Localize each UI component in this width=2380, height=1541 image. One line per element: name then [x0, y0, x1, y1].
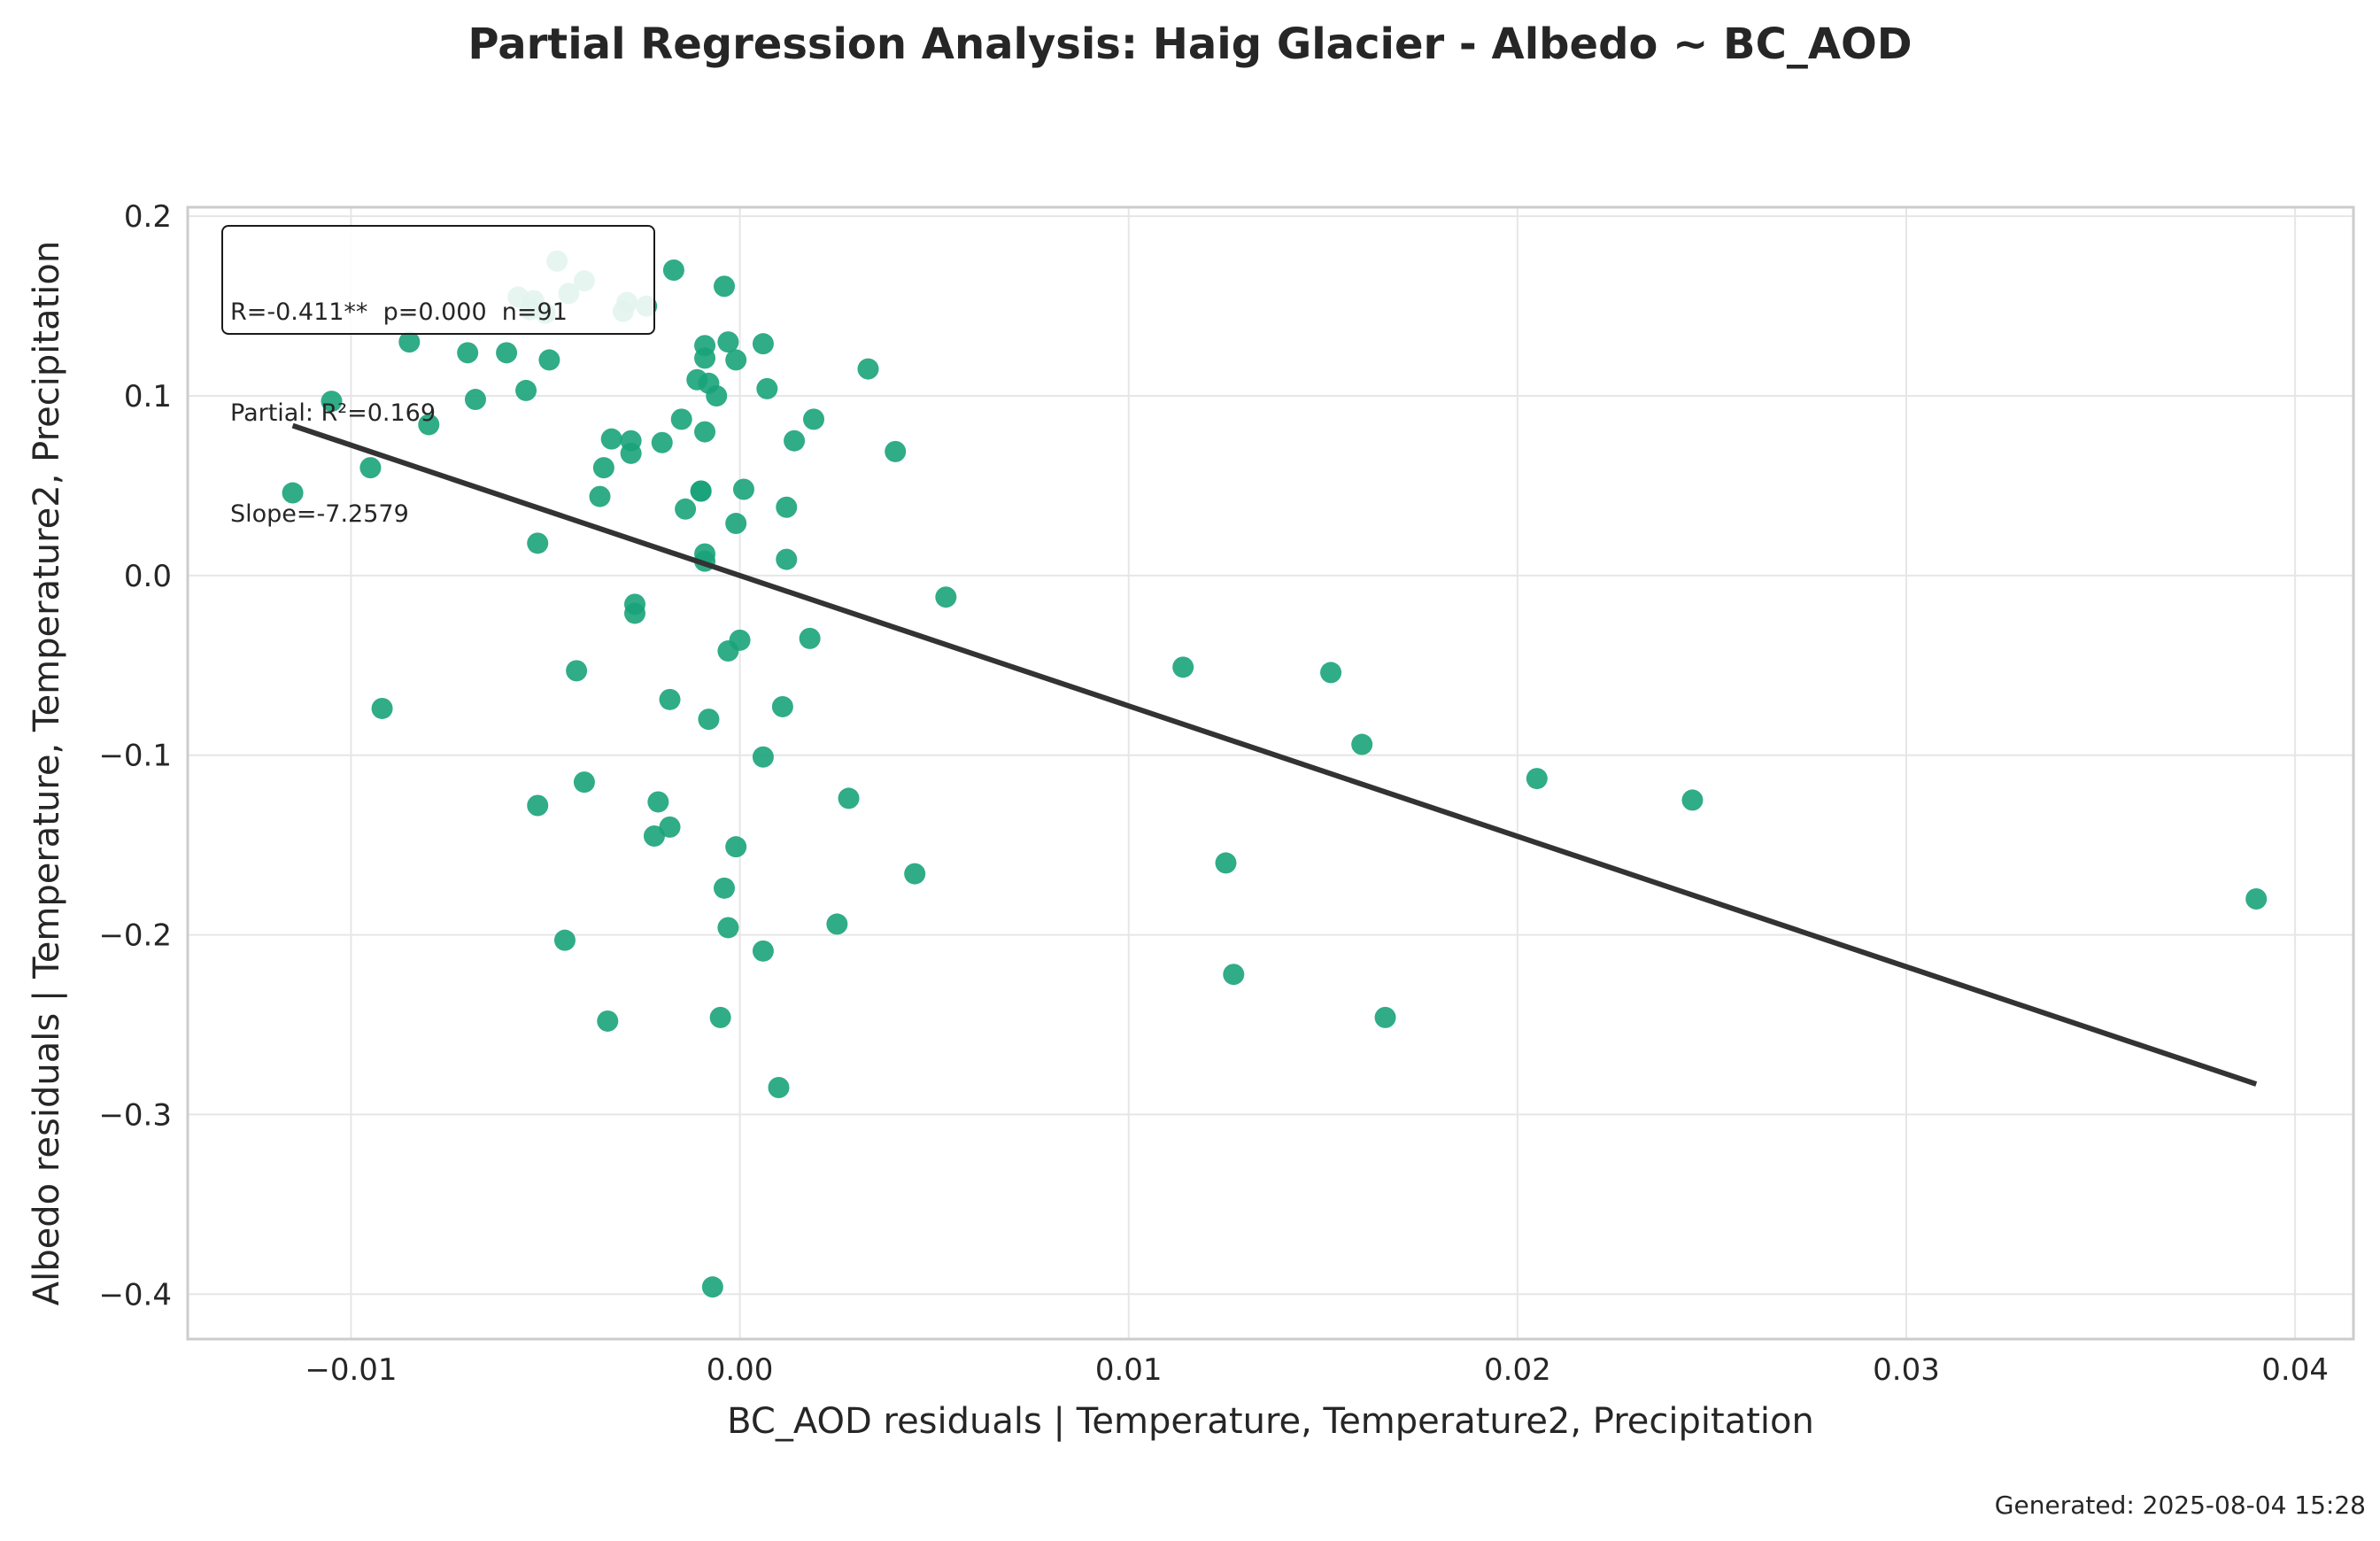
x-tick-label: 0.04 [2261, 1352, 2329, 1388]
data-point [527, 532, 549, 554]
x-tick-label: 0.03 [1873, 1352, 1940, 1388]
data-point [694, 347, 716, 369]
data-point [659, 816, 681, 838]
data-point [573, 771, 595, 794]
data-point [1223, 964, 1245, 986]
data-point [359, 457, 382, 479]
data-point [1172, 656, 1194, 678]
data-point [371, 697, 393, 719]
data-point [784, 430, 806, 452]
y-tick-label: −0.2 [98, 918, 172, 954]
data-point [1681, 789, 1704, 811]
data-point [857, 358, 879, 380]
data-point [597, 1010, 619, 1032]
y-tick-label: 0.2 [124, 199, 172, 235]
data-point [1320, 662, 1342, 684]
data-point [651, 431, 673, 453]
data-point [589, 485, 611, 507]
data-point [670, 408, 692, 430]
y-tick-label: −0.1 [98, 739, 172, 774]
data-point [776, 496, 798, 518]
data-point [659, 688, 681, 710]
stats-correlation-line: R=-0.411** p=0.000 n=91 [230, 298, 568, 326]
data-point [464, 389, 486, 411]
chart-title: Partial Regression Analysis: Haig Glacie… [468, 19, 1912, 69]
data-point [675, 498, 697, 520]
data-point [756, 377, 778, 399]
y-tick-label: −0.3 [98, 1097, 172, 1133]
data-point [729, 629, 751, 651]
data-point [690, 480, 712, 502]
data-point [600, 428, 622, 450]
data-point [768, 1077, 790, 1098]
generated-timestamp: Generated: 2025-08-04 15:28 [1994, 1491, 2366, 1520]
y-tick-label: 0.0 [124, 559, 172, 594]
data-point [771, 695, 793, 717]
plot-frame [186, 205, 2355, 1341]
x-tick-label: 0.00 [707, 1352, 774, 1388]
data-point [1374, 1006, 1396, 1028]
data-point [1526, 768, 1548, 790]
data-point [752, 940, 774, 962]
y-axis-ticks: 0.2 0.1 0.0 −0.1 −0.2 −0.3 −0.4 [98, 199, 172, 1313]
data-point [752, 333, 774, 355]
stats-annotation-box: R=-0.411** p=0.000 n=91 Partial: R²=0.16… [221, 225, 655, 528]
x-axis-label: BC_AOD residuals | Temperature, Temperat… [727, 1401, 1814, 1442]
data-point [457, 342, 479, 364]
data-point [885, 440, 907, 462]
data-point [398, 331, 421, 353]
data-point [2245, 888, 2268, 910]
data-point [1215, 852, 1237, 874]
data-point [838, 787, 860, 809]
stats-r-squared-line: Partial: R²=0.169 [230, 399, 437, 427]
data-point [515, 379, 537, 401]
data-point [725, 513, 747, 535]
regression-fit-line [291, 422, 2258, 1087]
data-point [282, 482, 304, 504]
data-point [662, 259, 684, 281]
data-point [725, 836, 747, 858]
data-point [538, 349, 560, 371]
data-point [647, 791, 669, 813]
data-point [717, 917, 739, 939]
data-point [592, 457, 614, 479]
data-point [732, 478, 754, 500]
y-tick-label: 0.1 [124, 379, 172, 414]
data-point [527, 794, 549, 817]
x-axis-ticks: −0.01 0.00 0.01 0.02 0.03 0.04 [305, 1352, 2329, 1388]
y-axis-label: Albedo residuals | Temperature, Temperat… [27, 241, 67, 1305]
data-point [496, 342, 518, 364]
data-point [418, 414, 440, 436]
data-point [643, 825, 665, 847]
x-tick-label: 0.02 [1484, 1352, 1551, 1388]
data-point [714, 275, 736, 298]
y-tick-label: −0.4 [98, 1277, 172, 1313]
data-point [553, 929, 576, 951]
data-point [709, 1006, 731, 1028]
data-point [904, 863, 926, 885]
data-point [803, 408, 825, 430]
data-point [776, 548, 798, 570]
data-point [1351, 733, 1373, 755]
data-point [624, 602, 646, 624]
data-point [321, 391, 343, 413]
data-point [826, 913, 848, 935]
data-point [620, 442, 642, 464]
data-point [706, 385, 728, 407]
data-point [725, 349, 747, 371]
data-point [698, 709, 720, 731]
data-point [752, 746, 774, 768]
x-tick-label: 0.01 [1095, 1352, 1163, 1388]
data-point [566, 660, 588, 682]
data-point [935, 586, 957, 608]
data-point [714, 877, 736, 899]
data-point [799, 627, 821, 649]
x-tick-label: −0.01 [305, 1352, 397, 1388]
data-point [694, 421, 716, 443]
stats-slope-line: Slope=-7.2579 [230, 500, 409, 528]
data-point [717, 331, 739, 353]
data-point [701, 1276, 723, 1298]
